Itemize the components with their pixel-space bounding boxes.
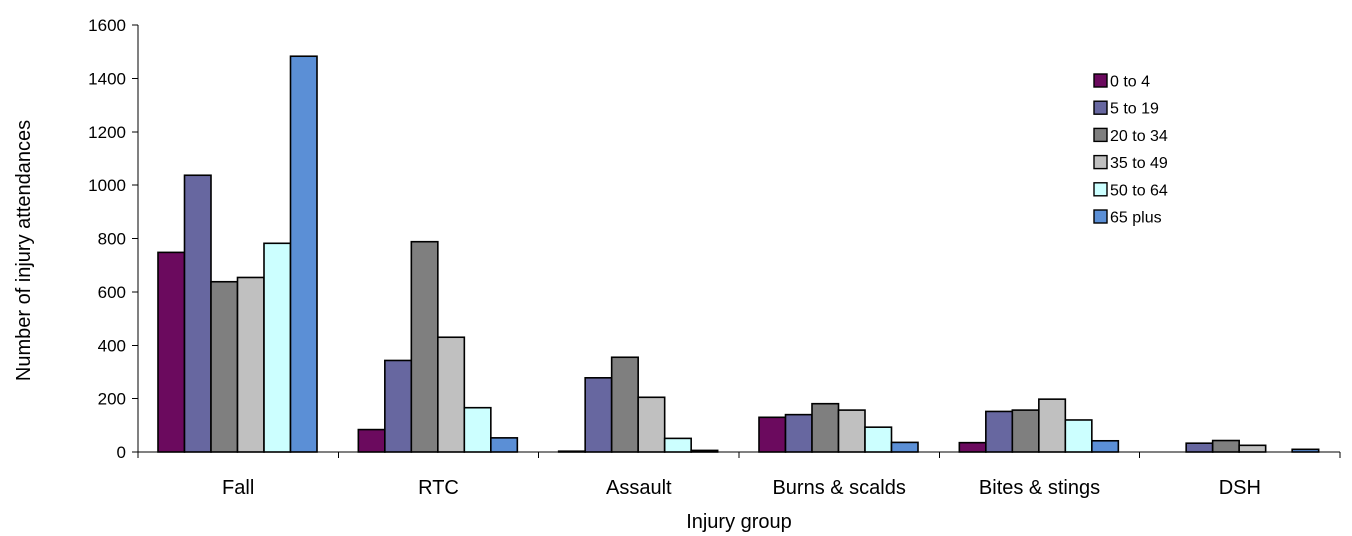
x-tick-label: Burns & scalds (772, 477, 905, 499)
y-tick-label: 1600 (88, 16, 126, 35)
bar (1064, 419, 1093, 453)
legend-swatch (1093, 182, 1108, 197)
legend-label: 50 to 64 (1110, 182, 1168, 199)
bar (289, 55, 318, 453)
x-tick-label: Fall (222, 477, 254, 499)
legend-swatch (1093, 209, 1108, 224)
bar (183, 174, 212, 453)
bar (210, 280, 239, 453)
y-tick-label: 400 (98, 336, 126, 355)
bar (1011, 409, 1040, 453)
y-axis-title: Number of injury attendances (13, 120, 35, 381)
bar (437, 336, 466, 453)
y-tick-label: 800 (98, 230, 126, 249)
x-tick-label: RTC (418, 477, 459, 499)
bar (1238, 444, 1267, 453)
bar (384, 359, 413, 453)
y-tick-label: 1000 (88, 176, 126, 195)
x-tick-label: Assault (606, 477, 672, 499)
y-tick-label: 1400 (88, 69, 126, 88)
bar (157, 251, 186, 453)
bar (236, 276, 265, 453)
x-tick-label: Bites & stings (979, 477, 1100, 499)
y-tick-label: 1200 (88, 123, 126, 142)
bar (864, 426, 893, 453)
bar (463, 406, 492, 453)
bar (985, 410, 1014, 453)
bar (584, 377, 613, 453)
bar (357, 428, 386, 453)
bar (958, 441, 987, 453)
x-axis-title: Injury group (686, 511, 792, 533)
y-ticks: 0 200 400 600 800 1000 1200 1400 1600 (88, 16, 138, 462)
legend-label: 0 to 4 (1110, 74, 1150, 91)
bar (1091, 439, 1120, 453)
bar (1038, 398, 1067, 453)
bar (663, 437, 692, 453)
legend-label: 65 plus (1110, 210, 1162, 227)
bar (410, 240, 439, 453)
legend-swatch (1093, 100, 1108, 115)
legend-swatch (1093, 127, 1108, 143)
bar (610, 356, 639, 453)
y-tick-label: 0 (117, 443, 126, 462)
x-ticks: Fall RTC Assault Burns & scalds Bites & stin… (137, 452, 1341, 499)
bar (637, 396, 666, 453)
legend-swatch (1093, 154, 1108, 170)
bar (890, 441, 919, 453)
legend-swatch (1093, 73, 1108, 88)
bar (758, 416, 787, 453)
bars-layer (157, 55, 1320, 453)
y-tick-label: 600 (98, 283, 126, 302)
legend: 0 to 4 5 to 19 20 to 34 35 to 49 50 to 64 65 … (1093, 73, 1168, 227)
bar (263, 242, 292, 453)
legend-label: 20 to 34 (1110, 128, 1168, 145)
bar (490, 437, 519, 453)
bar (837, 409, 866, 453)
y-tick-label: 200 (98, 390, 126, 409)
bar (1185, 442, 1214, 453)
bar (811, 402, 840, 453)
x-tick-label: DSH (1219, 477, 1261, 499)
legend-label: 5 to 19 (1110, 101, 1159, 118)
legend-label: 35 to 49 (1110, 155, 1168, 172)
bar (784, 413, 813, 453)
bar (1211, 439, 1240, 453)
